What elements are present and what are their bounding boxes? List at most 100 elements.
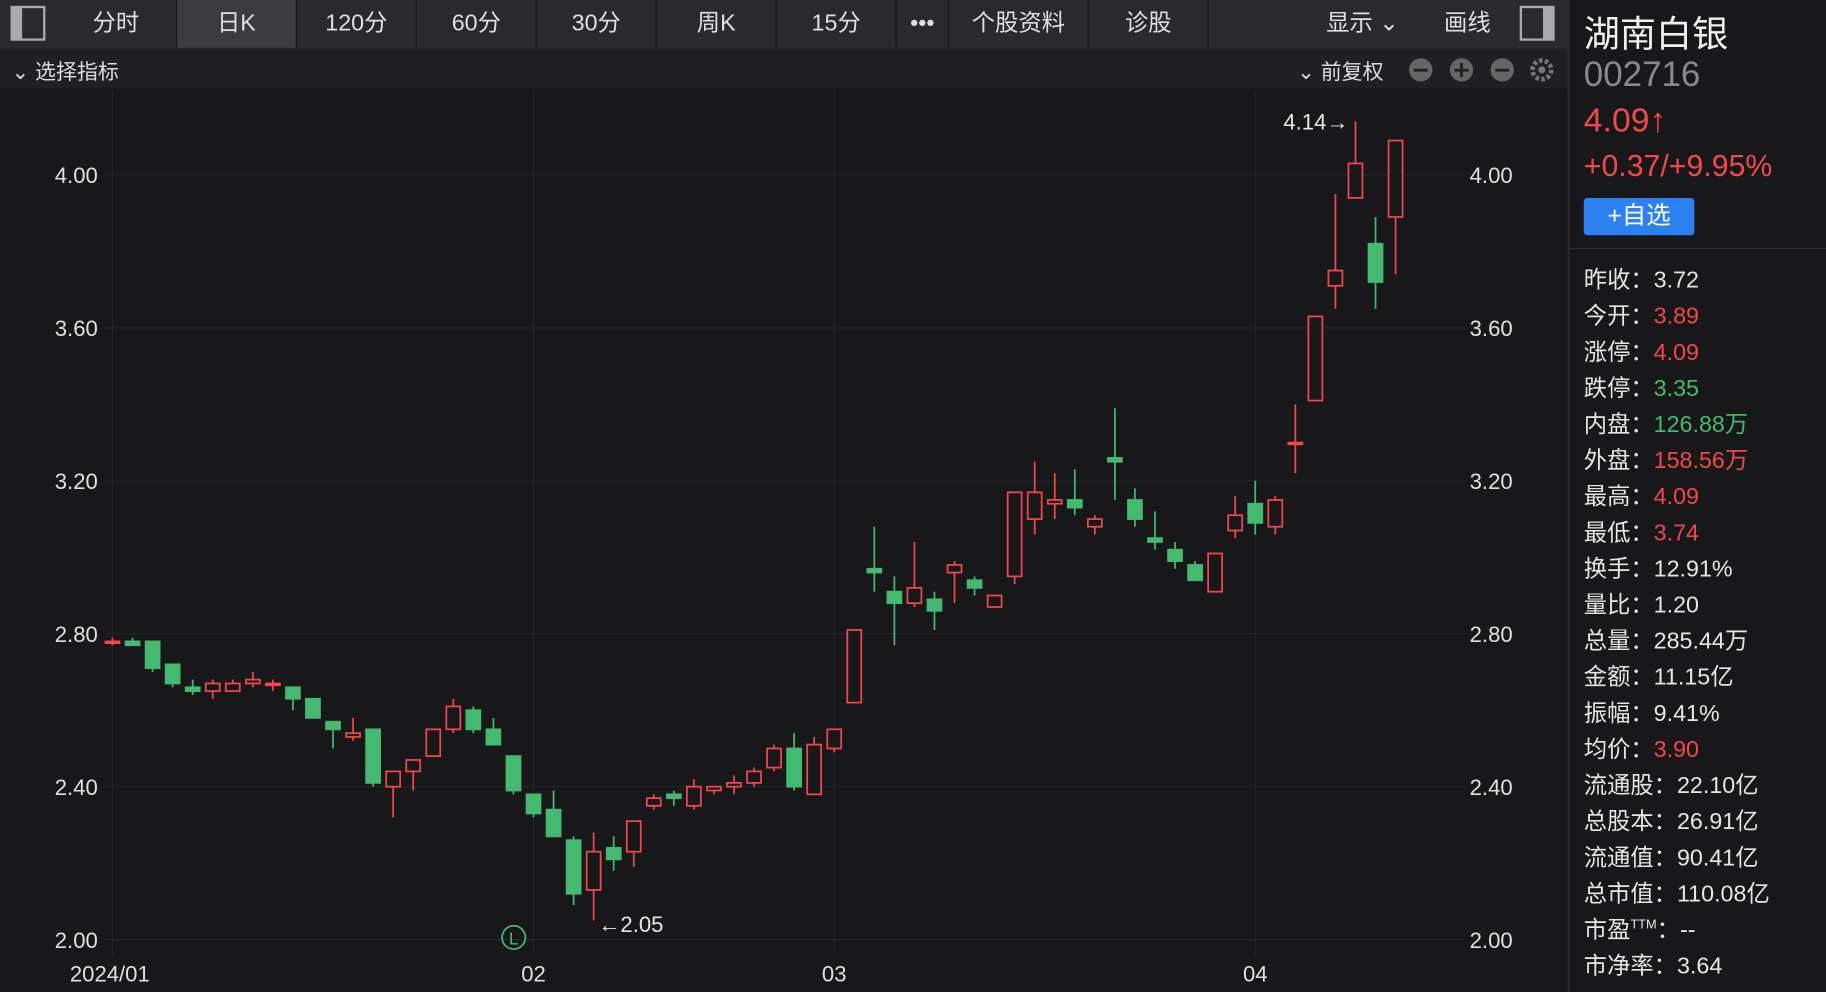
icon-fill: [1543, 6, 1554, 40]
stat-label: 涨停：: [1583, 340, 1654, 366]
icon: [1519, 5, 1555, 41]
stat-separator: ：: [1656, 917, 1680, 944]
stat-value: 158.56万: [1653, 448, 1749, 474]
x-tick-label: 03: [822, 962, 847, 987]
stock-code: 002716: [1583, 55, 1701, 95]
candle-body: [325, 720, 341, 731]
stat-value: 26.91亿: [1676, 809, 1759, 835]
y-tick-label-right: 2.40: [1470, 775, 1513, 800]
candle-body: [104, 640, 121, 645]
candle-body: [485, 728, 502, 746]
stat-value: 3.74: [1653, 520, 1699, 547]
tab[interactable]: 30分: [536, 0, 657, 48]
candle-body: [285, 686, 301, 700]
stat-label: 内盘：: [1583, 412, 1654, 438]
tab[interactable]: 60分: [416, 0, 537, 48]
candle-body: [866, 567, 883, 574]
candle-body: [164, 663, 181, 685]
x-tick-label: 02: [521, 962, 546, 987]
adjust-select[interactable]: ⌄ 前复权: [1297, 60, 1384, 84]
draw-button[interactable]: 画线: [1426, 0, 1509, 48]
candle-body: [365, 728, 381, 784]
candle-body: [425, 728, 442, 757]
y-tick-label: 2.80: [55, 622, 98, 647]
tab[interactable]: 15分: [776, 0, 897, 48]
stat-row: 市盈TTM：--: [1584, 911, 1696, 945]
watchlist-button[interactable]: +自选: [1583, 197, 1695, 236]
candle-body: [345, 732, 361, 738]
event-marker-label: L: [509, 928, 519, 948]
stat-value: 4.09: [1653, 340, 1699, 366]
tab[interactable]: 诊股: [1088, 0, 1209, 48]
stat-row: 最低：3.74: [1584, 514, 1699, 548]
y-tick-label-right: 2.00: [1470, 928, 1513, 953]
plot-background: [0, 88, 1568, 992]
candle-body: [966, 579, 983, 589]
candle-body: [726, 781, 742, 788]
min-annotation: ←2.05: [598, 912, 663, 937]
zoom-in[interactable]: [1449, 58, 1474, 82]
price: 4.09↑: [1583, 102, 1667, 140]
stat-label: 市盈: [1583, 917, 1631, 944]
icon: [1538, 66, 1546, 74]
candle-body: [1167, 548, 1183, 562]
icon: [1530, 58, 1554, 82]
tab[interactable]: 120分: [296, 0, 417, 48]
settings[interactable]: [1530, 58, 1554, 82]
minimize[interactable]: [1490, 58, 1514, 82]
zoom-out[interactable]: [1409, 58, 1433, 82]
stat-row: 总市值：110.08亿: [1584, 875, 1770, 909]
stat-row: 昨收：3.72: [1584, 261, 1699, 295]
icon: [1460, 62, 1463, 77]
stat-row: 总量：285.44万: [1584, 622, 1748, 656]
y-tick-label: 3.20: [55, 469, 98, 494]
candle-body: [224, 682, 241, 692]
candle-body: [786, 747, 802, 788]
stat-value: 110.08亿: [1676, 881, 1770, 908]
indicator-select[interactable]: ⌄ 选择指标: [11, 60, 119, 84]
adjust-label: 前复权: [1320, 60, 1384, 84]
candle-body: [1227, 514, 1244, 532]
candle-body: [1086, 518, 1103, 528]
candle-body: [1267, 499, 1284, 528]
tab[interactable]: 日K: [177, 0, 297, 48]
stat-row: 外盘：158.56万: [1584, 441, 1748, 475]
icon-fill: [11, 6, 23, 40]
tab[interactable]: 分时: [55, 0, 178, 48]
stock-name: 湖南白银: [1583, 13, 1729, 55]
candle-body: [645, 797, 662, 807]
y-tick-label: 4.00: [55, 163, 98, 188]
stat-value: 285.44万: [1653, 628, 1749, 655]
icon: [1413, 68, 1428, 72]
stat-value: 1.20: [1653, 592, 1699, 619]
candle-body: [1066, 499, 1083, 509]
candle-body: [665, 793, 682, 800]
candle-body: [565, 839, 582, 895]
stat-label: 跌停：: [1583, 376, 1654, 402]
candle-body: [1327, 269, 1344, 287]
tab[interactable]: 周K: [656, 0, 777, 48]
candle-body: [1026, 491, 1043, 520]
stat-value: 3.72: [1653, 267, 1699, 294]
candle-body: [445, 705, 462, 731]
candle-body: [385, 770, 402, 788]
panel-toggle[interactable]: [1511, 0, 1566, 48]
candle-body: [1287, 441, 1304, 446]
candle-body: [1207, 552, 1224, 593]
tab[interactable]: •••: [896, 0, 950, 48]
stat-value: 126.88万: [1653, 412, 1749, 438]
sidebar-toggle[interactable]: [0, 0, 58, 48]
display-menu[interactable]: 显示 ⌄: [1304, 0, 1421, 48]
candle-body: [766, 747, 782, 769]
icon: [1495, 68, 1510, 72]
stat-row: 最高：4.09: [1584, 477, 1699, 511]
tab[interactable]: 个股资料: [949, 0, 1089, 48]
stat-row: 流通股：22.10亿: [1584, 766, 1759, 800]
candle-body: [1046, 499, 1063, 505]
candle-body: [1247, 502, 1264, 524]
stat-label: 外盘：: [1583, 448, 1654, 474]
stat-row: 跌停：3.35: [1584, 369, 1699, 403]
candle-body: [1367, 242, 1384, 283]
